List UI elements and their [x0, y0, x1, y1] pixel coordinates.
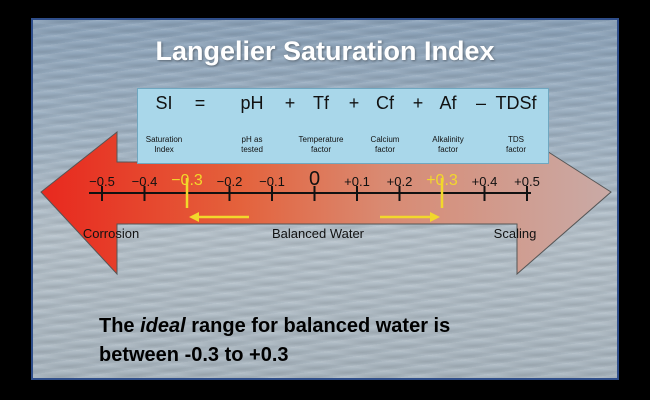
formula-term-ph: pH: [240, 93, 264, 113]
tick-marks: [101, 178, 528, 208]
formula-operator: +: [348, 93, 360, 113]
index-arrow: [40, 130, 612, 276]
tick-label: +0.1: [344, 174, 370, 189]
formula-term-cf: Cf: [376, 93, 394, 113]
formula-term-si: SI: [155, 93, 173, 113]
zone-balanced-label: Balanced Water: [271, 226, 365, 241]
note-line-1: The ideal range for balanced water is: [99, 315, 451, 337]
formula-desc-cf: Calcium factor: [370, 135, 400, 154]
tick-label: −0.2: [216, 174, 243, 189]
formula-term-af: Af: [439, 93, 457, 113]
arrow-shape: [40, 130, 612, 276]
tick-label: −0.1: [259, 174, 285, 189]
balanced-arrowhead-right: [430, 212, 440, 222]
tick-label: −0.3: [171, 172, 203, 189]
zone-corrosion-label: Corrosion: [82, 226, 140, 241]
tick-label: −0.5: [89, 174, 115, 189]
tick-label: +0.2: [386, 174, 413, 189]
balanced-arrowhead-left: [189, 212, 199, 222]
formula-operator: =: [194, 93, 206, 113]
lsi-formula-box: SI Saturation Index pH pH as tested Tf Temperat…: [137, 88, 549, 164]
formula-operator: –: [475, 93, 487, 113]
tick-label: +0.3: [426, 172, 458, 189]
formula-operator: +: [412, 93, 424, 113]
tick-label: −0.4: [131, 174, 158, 189]
tick-label: 0: [308, 168, 321, 190]
formula-desc-tf: Temperature factor: [298, 135, 344, 154]
tick-label: +0.4: [471, 174, 498, 189]
formula-desc-af: Alkalinity factor: [432, 135, 464, 154]
note-emphasis: ideal: [140, 315, 186, 337]
formula-desc-si: Saturation Index: [145, 135, 183, 154]
formula-operator: +: [284, 93, 296, 113]
tick-label: +0.5: [514, 174, 540, 189]
ideal-range-note: The ideal range for balanced water is be…: [99, 312, 450, 370]
zone-scaling-label: Scaling: [493, 226, 537, 241]
note-line-2: between -0.3 to +0.3: [99, 344, 289, 366]
formula-desc-ph: pH as tested: [241, 135, 263, 154]
formula-term-tdsf: TDSf: [495, 93, 537, 113]
formula-desc-tdsf: TDS factor: [505, 135, 526, 154]
slide: Langelier Saturation Index SI Saturation I…: [31, 18, 619, 380]
formula-term-tf: Tf: [313, 93, 329, 113]
slide-title: Langelier Saturation Index: [155, 36, 495, 66]
balanced-range-markers: [189, 212, 440, 222]
